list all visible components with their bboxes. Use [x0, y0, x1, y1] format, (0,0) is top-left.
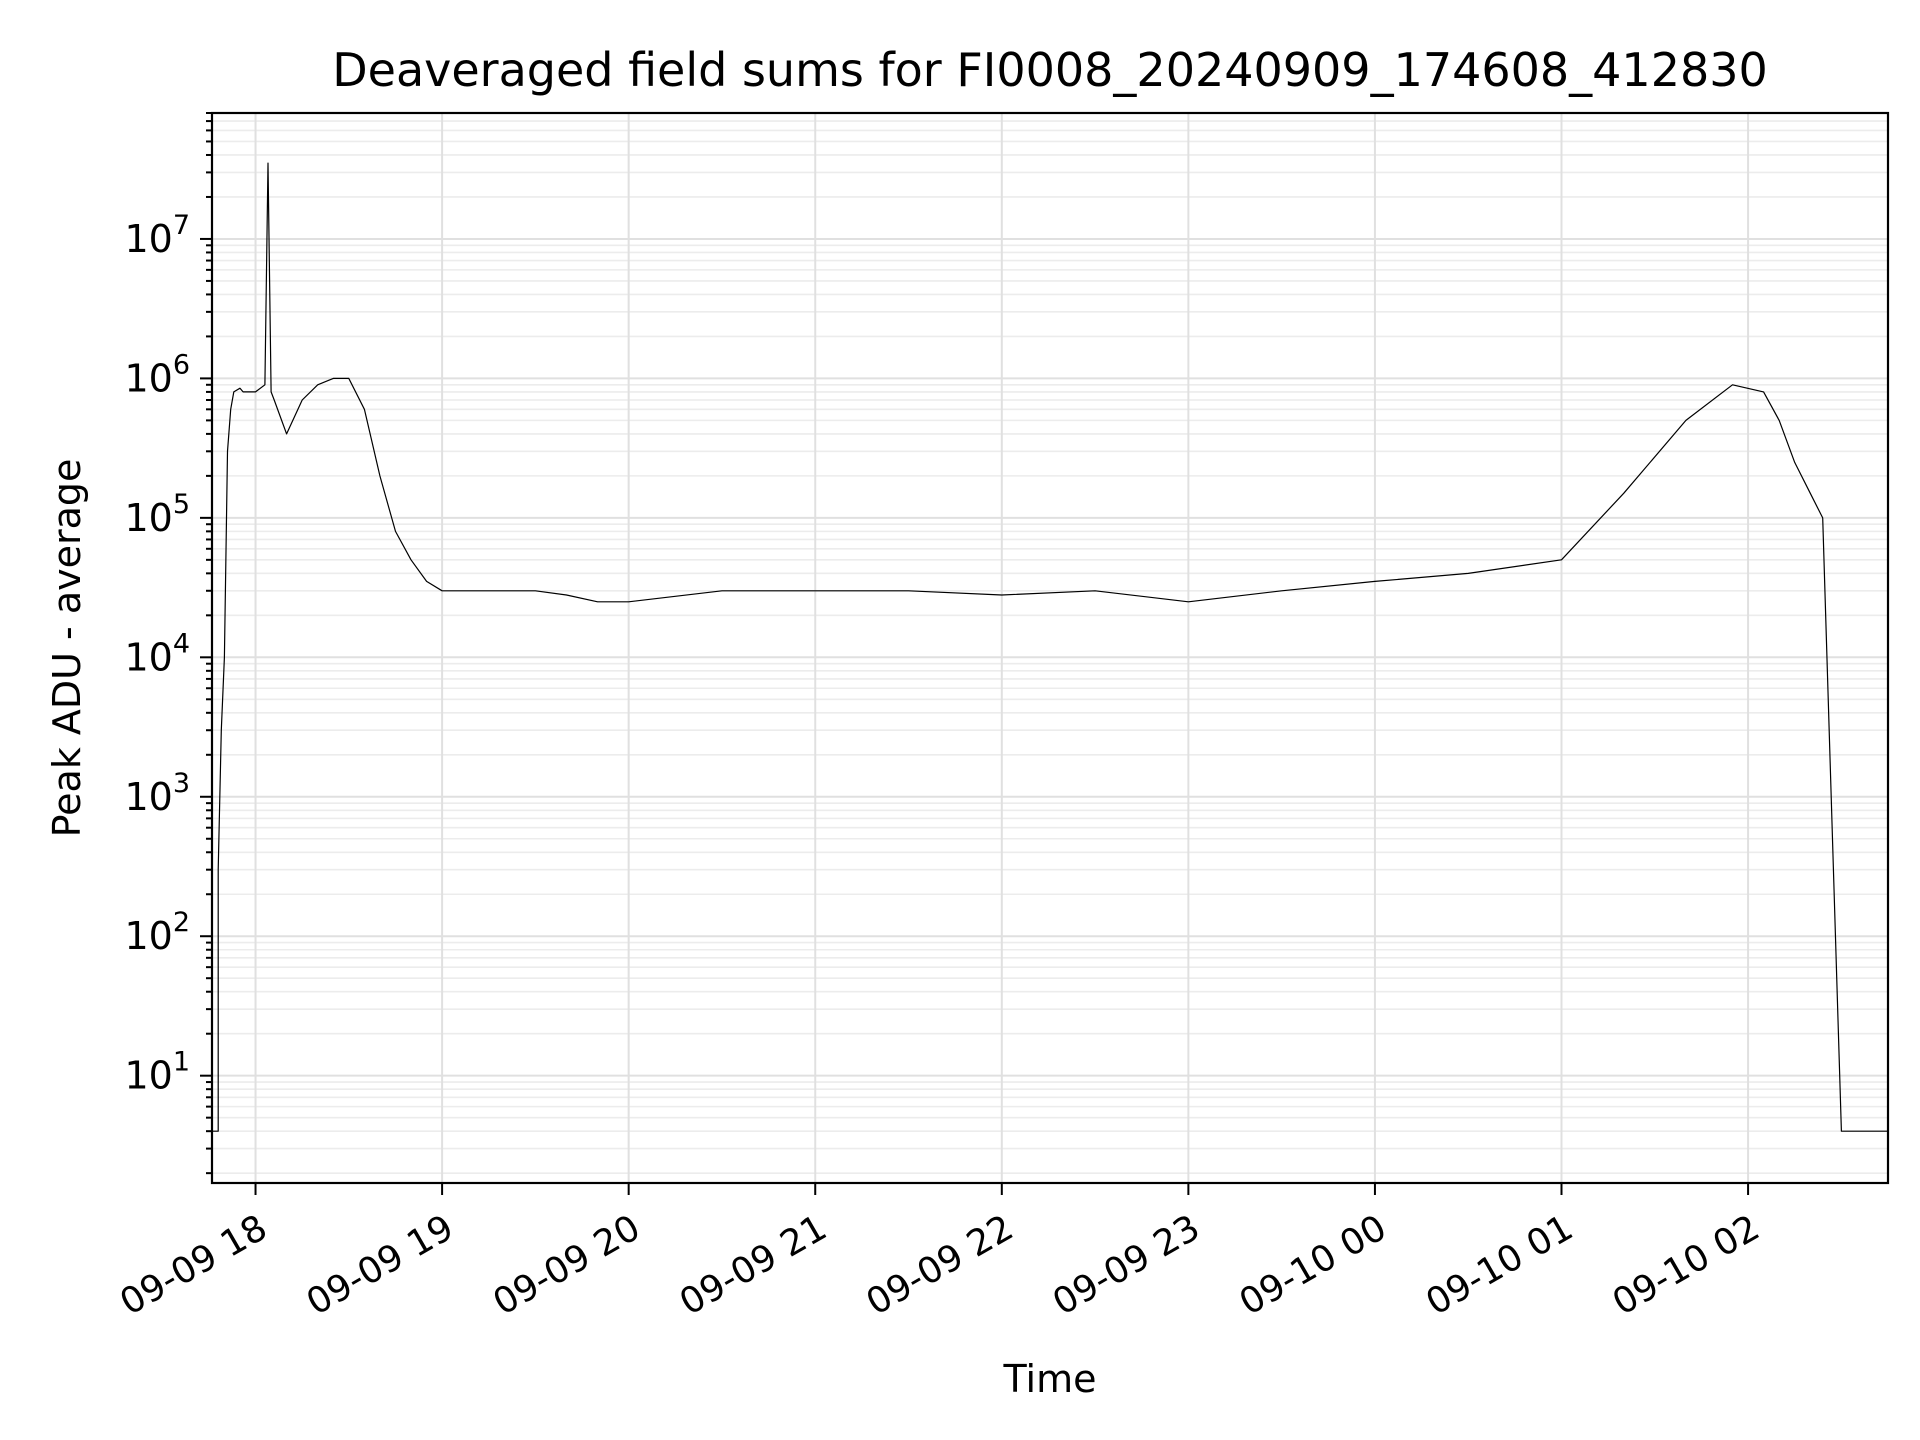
grid-lines: [212, 112, 1888, 1183]
y-tick-label: 105: [124, 489, 190, 540]
y-tick-label: 101: [124, 1047, 190, 1098]
x-tick-label: 09-09 21: [673, 1207, 834, 1323]
x-tick-label: 09-10 00: [1233, 1207, 1394, 1323]
series-line: [212, 162, 1888, 1132]
x-tick-label: 09-09 19: [300, 1207, 461, 1323]
plot-frame: [210, 111, 1890, 1185]
x-tick-label: 09-09 20: [486, 1207, 647, 1323]
x-tick-label: 09-10 02: [1606, 1207, 1767, 1323]
y-tick-label: 107: [124, 210, 190, 261]
y-tick-label: 106: [124, 349, 190, 400]
y-tick-label: 103: [124, 768, 190, 819]
x-tick-label: 09-09 18: [113, 1207, 274, 1323]
x-tick-label: 09-10 01: [1419, 1207, 1580, 1323]
x-tick-label: 09-09 22: [860, 1207, 1021, 1323]
x-axis-label: Time: [1003, 1357, 1097, 1401]
y-tick-label: 102: [124, 907, 190, 958]
x-tick-label: 09-09 23: [1046, 1207, 1207, 1323]
y-tick-label: 104: [124, 628, 190, 679]
chart-title: Deaveraged field sums for FI0008_2024090…: [332, 43, 1768, 97]
y-axis-label: Peak ADU - average: [45, 459, 89, 838]
